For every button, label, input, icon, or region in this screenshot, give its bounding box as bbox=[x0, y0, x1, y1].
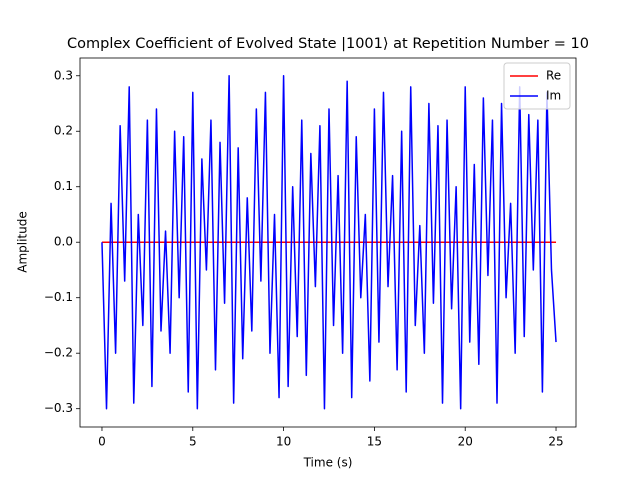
x-tick-label: 25 bbox=[548, 435, 563, 449]
legend-label: Re bbox=[546, 69, 561, 83]
series-line bbox=[101, 75, 557, 410]
plot-frame bbox=[79, 57, 577, 428]
x-tick-label: 15 bbox=[367, 435, 382, 449]
y-tick-label: −0.2 bbox=[44, 346, 73, 360]
legend-label: Im bbox=[546, 89, 561, 103]
y-axis-label: Amplitude bbox=[16, 211, 30, 273]
x-tick-label: 5 bbox=[189, 435, 197, 449]
y-tick-label: 0.3 bbox=[54, 68, 73, 82]
y-tick-label: 0.0 bbox=[54, 235, 73, 249]
y-tick-label: 0.1 bbox=[54, 179, 73, 193]
y-tick-label: 0.2 bbox=[54, 124, 73, 138]
x-tick-label: 10 bbox=[276, 435, 291, 449]
y-tick-label: −0.3 bbox=[44, 401, 73, 415]
legend-box bbox=[503, 62, 571, 110]
x-tick-label: 0 bbox=[98, 435, 106, 449]
y-tick-label: −0.1 bbox=[44, 290, 73, 304]
x-tick-label: 20 bbox=[458, 435, 473, 449]
chart-title: Complex Coefficient of Evolved State |10… bbox=[67, 36, 589, 52]
x-axis-label: Time (s) bbox=[303, 456, 353, 470]
